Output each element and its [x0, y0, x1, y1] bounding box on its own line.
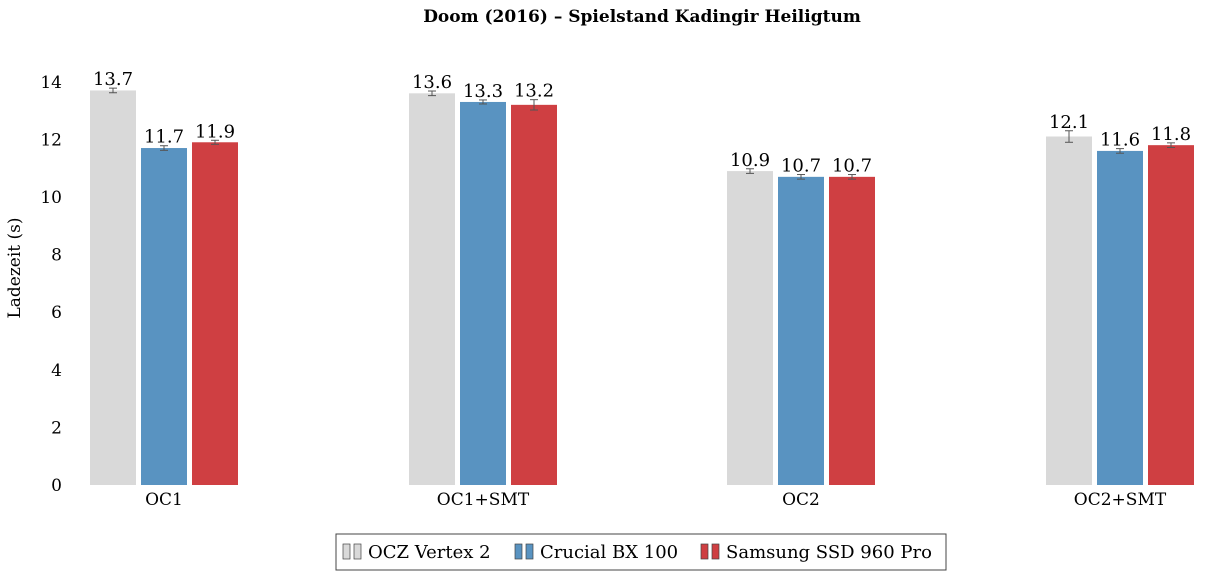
data-label: 12.1	[1049, 112, 1089, 133]
legend-label: OCZ Vertex 2	[368, 542, 491, 563]
y-tick-label: 0	[51, 476, 62, 496]
data-label: 13.3	[463, 81, 503, 102]
bar	[511, 104, 557, 485]
y-tick-label: 2	[51, 418, 62, 438]
bar	[727, 171, 773, 485]
data-label: 11.7	[144, 127, 184, 148]
error-bar	[1116, 148, 1124, 154]
x-tick-label: OC2	[782, 490, 820, 510]
bar	[90, 90, 136, 485]
bar	[1097, 150, 1143, 486]
data-label: 10.7	[781, 156, 821, 177]
bar	[460, 101, 506, 486]
x-axis-categories: OC1 OC1+SMT OC2 OC2+SMT	[145, 490, 1167, 510]
data-label: 11.6	[1100, 130, 1140, 151]
legend-swatch	[514, 543, 534, 560]
data-label: 13.7	[93, 69, 133, 90]
error-bar	[428, 90, 436, 97]
y-tick-label: 6	[51, 303, 62, 323]
legend-swatch	[700, 543, 720, 560]
data-label: 10.7	[832, 156, 872, 177]
y-axis-label: Ladezeit (s)	[5, 217, 25, 318]
x-tick-label: OC2+SMT	[1074, 490, 1167, 510]
error-bar	[746, 168, 754, 174]
error-bar	[848, 174, 856, 180]
bar	[1046, 136, 1092, 485]
y-tick-label: 10	[40, 188, 62, 208]
chart-title: Doom (2016) – Spielstand Kadingir Heilig…	[423, 7, 861, 27]
legend-label: Samsung SSD 960 Pro	[726, 542, 932, 563]
error-bar	[1167, 142, 1175, 148]
error-bar	[109, 87, 117, 94]
legend-swatch	[342, 543, 362, 560]
y-tick-label: 8	[51, 246, 62, 266]
x-tick-label: OC1+SMT	[437, 490, 530, 510]
bar	[829, 176, 875, 485]
data-label: 13.6	[412, 72, 452, 93]
legend: OCZ Vertex 2 Crucial BX 100 Samsung SSD 96…	[335, 533, 947, 571]
legend-box	[335, 533, 947, 571]
y-tick-label: 4	[51, 361, 62, 381]
data-label: 11.9	[195, 121, 235, 142]
bar	[778, 176, 824, 485]
data-label: 13.2	[514, 81, 554, 102]
error-bar	[211, 139, 219, 145]
error-bar	[1065, 130, 1073, 143]
legend-label: Crucial BX 100	[540, 542, 678, 563]
x-tick-label: OC1	[145, 490, 183, 510]
bar	[1148, 145, 1194, 485]
y-axis-ticks: 0 2 4 6 8 10 12 14	[40, 73, 62, 496]
data-label: 10.9	[730, 150, 770, 171]
error-bar	[479, 99, 487, 105]
error-bar	[530, 99, 538, 111]
error-bar	[797, 174, 805, 180]
bars: 13.7 11.7 11.9 13.6 13.3 13.2 10.9 10.7 10.7 12.1…	[90, 69, 1194, 486]
bar	[141, 148, 187, 486]
y-tick-label: 12	[40, 130, 62, 150]
y-tick-label: 14	[40, 73, 62, 93]
bar	[192, 142, 238, 485]
bar	[409, 93, 455, 485]
error-bar	[160, 145, 168, 151]
data-label: 11.8	[1151, 124, 1191, 145]
